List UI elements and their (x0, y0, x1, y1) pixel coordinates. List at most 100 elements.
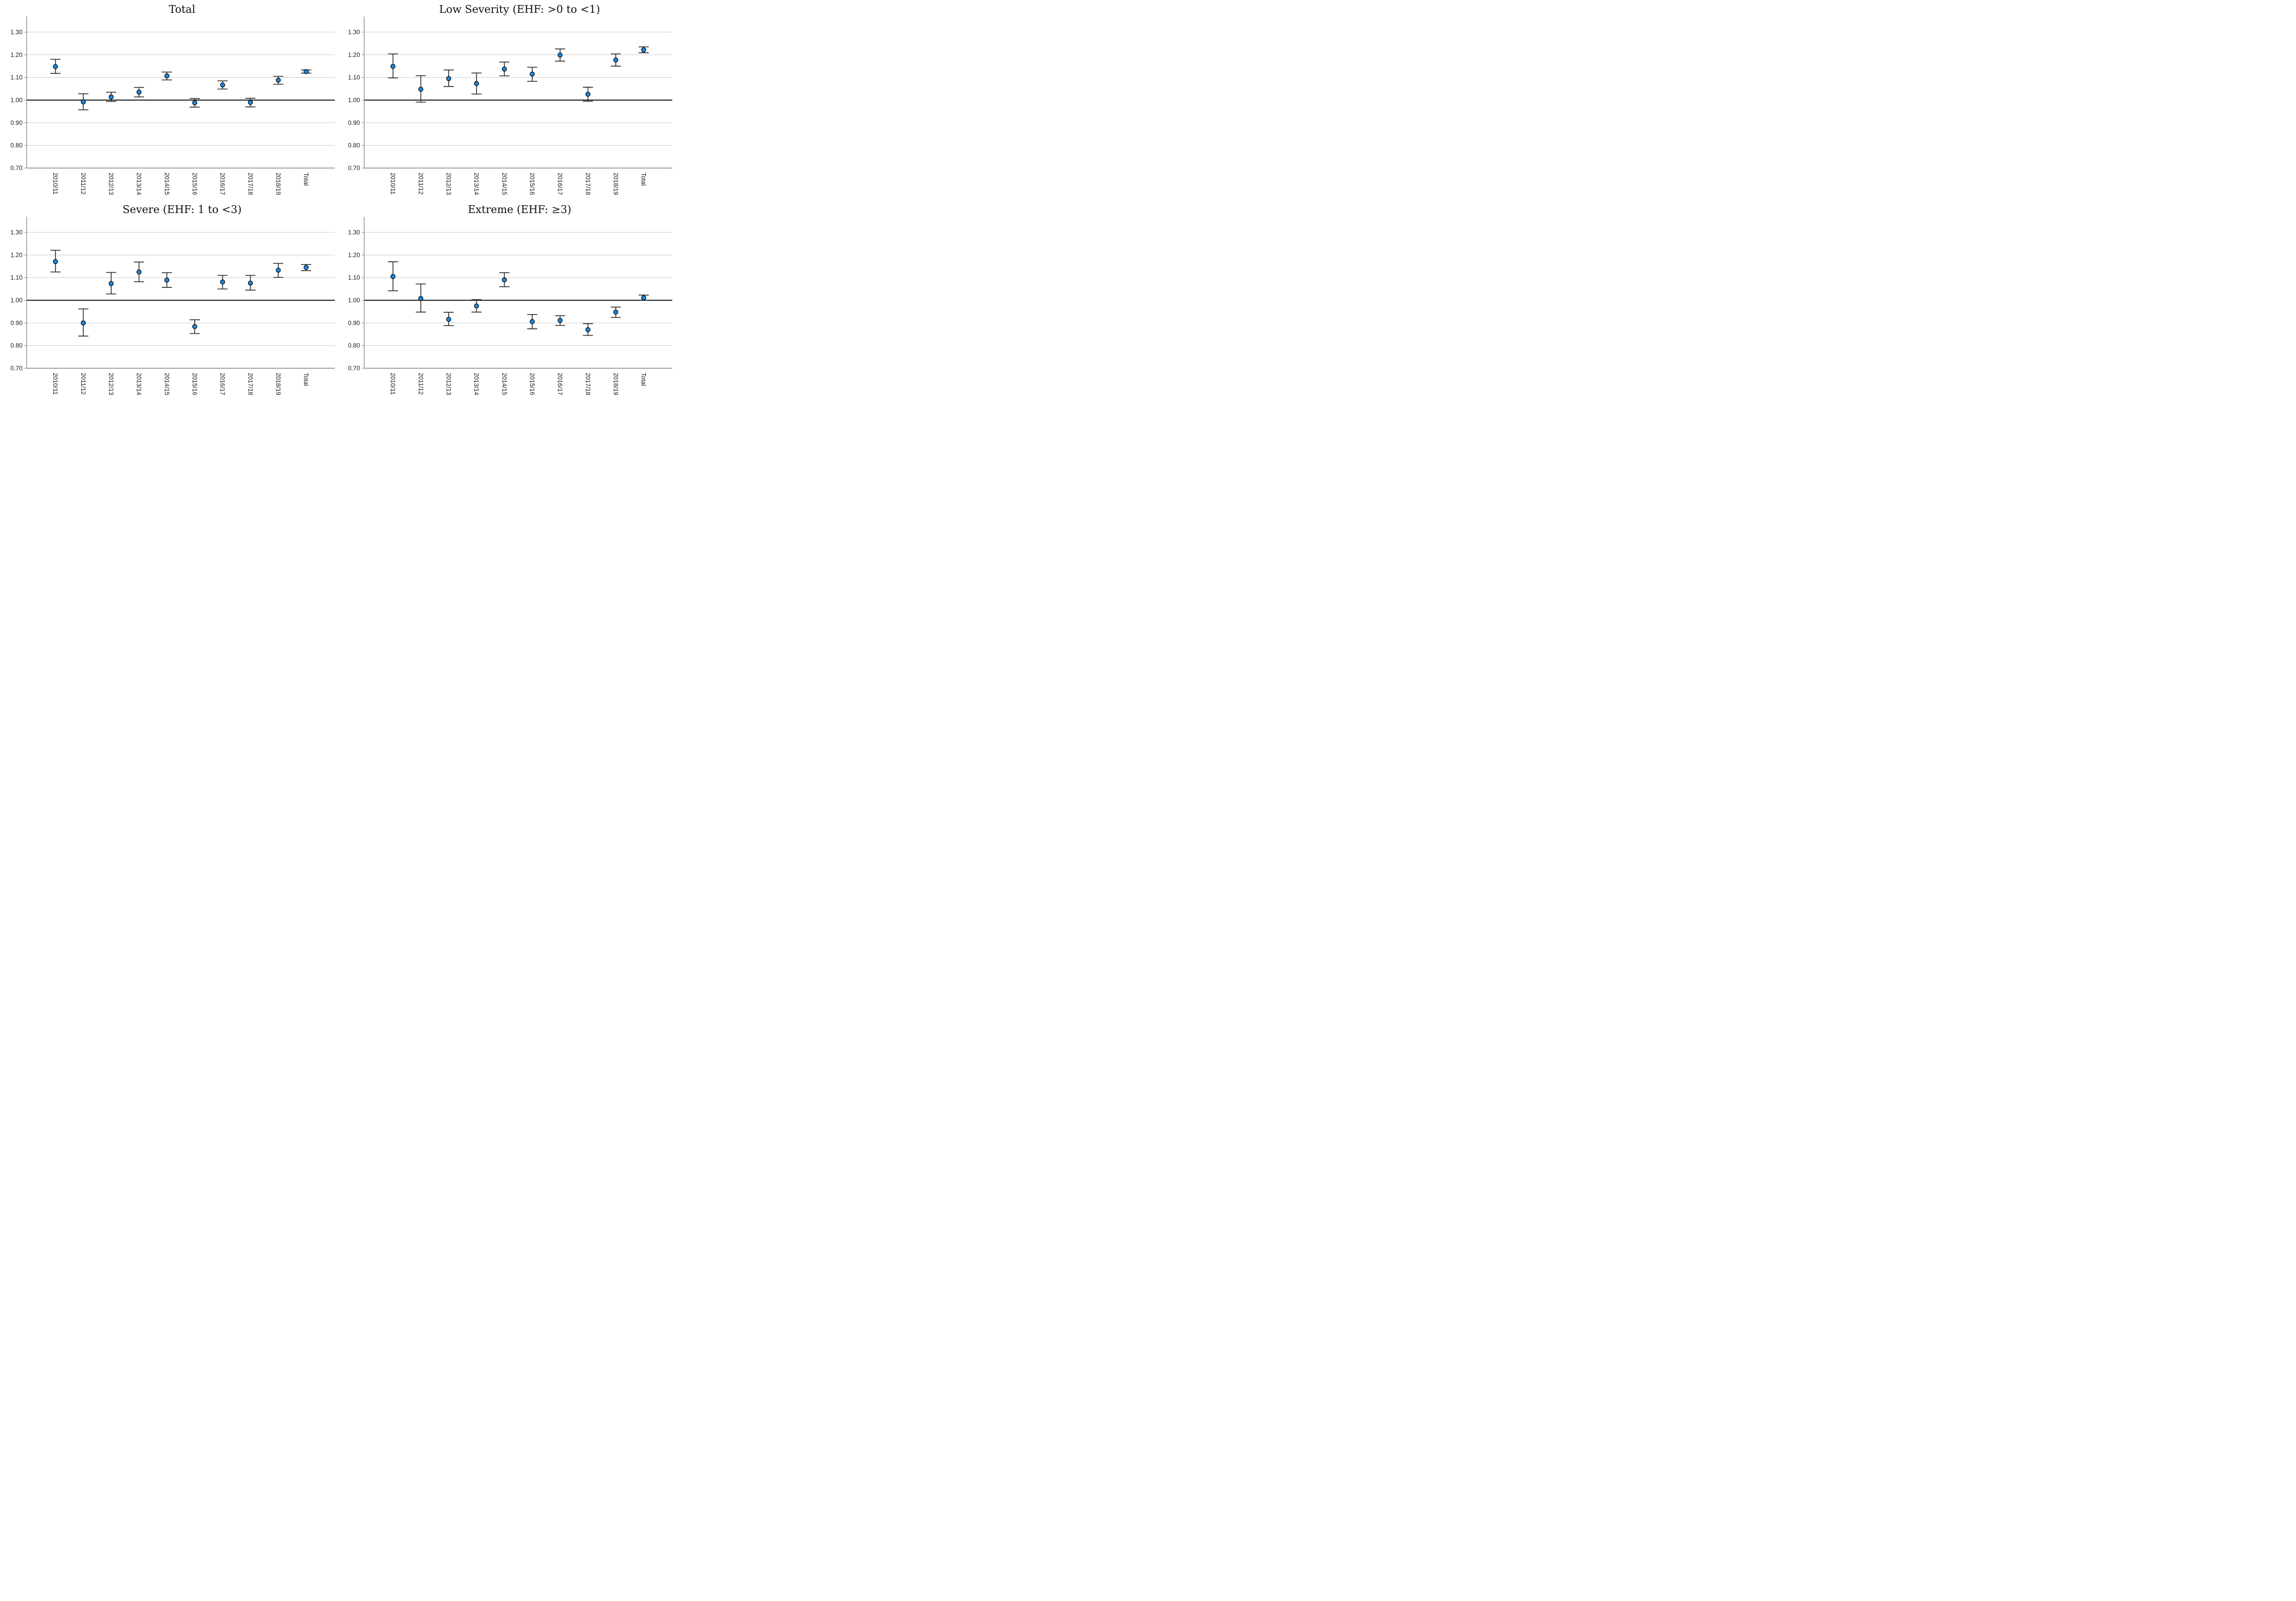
data-point-marker (164, 73, 169, 79)
x-category-label: 2012/13 (108, 373, 115, 395)
y-tick-label: 1.10 (11, 74, 23, 81)
panel-title-extreme: Extreme (EHF: ≥3) (467, 204, 572, 216)
y-tick-label: 0.70 (348, 165, 360, 172)
x-category-label: 2014/15 (501, 173, 508, 195)
y-tick-label: 1.00 (348, 97, 360, 104)
data-point-marker (418, 87, 423, 92)
x-category-label: 2010/11 (52, 373, 59, 395)
panel-title-total: Total (169, 4, 196, 16)
data-point-marker (53, 259, 58, 264)
data-point-marker (304, 69, 309, 74)
data-point-marker (220, 82, 225, 88)
data-point-marker (474, 81, 479, 86)
data-point-marker (192, 324, 197, 329)
x-category-label: 2015/16 (529, 173, 536, 195)
y-tick-label: 1.20 (11, 252, 23, 258)
y-tick-label: 0.80 (348, 342, 360, 349)
data-point-marker (502, 277, 507, 282)
data-point-marker (53, 64, 58, 69)
x-category-label: 2016/17 (557, 173, 563, 195)
x-category-label: 2012/13 (445, 173, 452, 195)
data-point-marker (446, 317, 451, 322)
y-tick-label: 1.10 (348, 274, 360, 281)
panel-total: Total 1.30 1.20 1.10 1.00 0.90 0.80 0.70 2010/1… (0, 0, 338, 200)
y-tick-label: 1.00 (348, 297, 360, 304)
y-tick-label: 1.30 (11, 229, 23, 236)
x-category-label: 2011/12 (80, 173, 87, 195)
panel-extreme: Extreme (EHF: ≥3) 1.30 1.20 1.10 1.00 0.90 0.… (338, 200, 675, 400)
y-tick-label: 1.20 (11, 51, 23, 58)
data-point-marker (136, 90, 142, 95)
y-tick-label: 0.70 (11, 365, 23, 372)
panel-title-low-severity: Low Severity (EHF: >0 to <1) (439, 4, 600, 16)
x-category-label: 2013/14 (135, 373, 142, 395)
panel-severe: Severe (EHF: 1 to <3) 1.30 1.20 1.10 1.00 0.… (0, 200, 338, 400)
data-point-marker (81, 99, 86, 105)
y-tick-label: 0.80 (11, 142, 23, 149)
x-category-label: Total (303, 373, 310, 386)
y-tick-label: 1.30 (11, 29, 23, 36)
x-category-label: 2010/11 (389, 373, 396, 395)
data-point-marker (192, 100, 197, 106)
x-category-label: 2015/16 (191, 373, 198, 395)
data-point-marker (276, 268, 281, 273)
data-point-marker (304, 265, 309, 270)
x-category-label: Total (640, 373, 647, 386)
x-category-label: 2011/12 (80, 373, 87, 395)
data-point-marker (81, 320, 86, 326)
x-category-label: 2018/19 (275, 173, 282, 195)
y-tick-label: 1.00 (11, 97, 23, 104)
y-tick-label: 0.70 (348, 365, 360, 372)
x-category-label: 2013/14 (135, 173, 142, 195)
x-category-label: 2014/15 (163, 373, 170, 395)
data-point-marker (613, 57, 619, 63)
x-category-label: 2014/15 (163, 173, 170, 195)
data-point-marker (276, 78, 281, 83)
data-point-marker (613, 309, 619, 315)
y-tick-label: 1.20 (348, 252, 360, 258)
y-tick-label: 0.90 (11, 119, 23, 126)
data-point-marker (248, 281, 253, 286)
panel-plot-extreme: 1.30 1.20 1.10 1.00 0.90 0.80 0.70 2010/11 2011/… (348, 217, 672, 395)
x-category-label: 2017/18 (247, 373, 254, 395)
x-category-label: 2015/16 (529, 373, 536, 395)
y-tick-label: 1.20 (348, 51, 360, 58)
panel-plot-low-severity: 1.30 1.20 1.10 1.00 0.90 0.80 0.70 2010/11 2011/… (348, 17, 672, 195)
data-point-marker (585, 91, 591, 97)
panel-plot-severe: 1.30 1.20 1.10 1.00 0.90 0.80 0.70 2010/11 2011/… (11, 217, 335, 395)
x-category-label: 2014/15 (501, 373, 508, 395)
y-tick-label: 0.90 (11, 320, 23, 326)
data-point-marker (108, 94, 114, 100)
y-tick-label: 1.10 (348, 74, 360, 81)
y-tick-label: 1.30 (348, 229, 360, 236)
data-point-marker (446, 76, 451, 81)
data-point-marker (529, 71, 535, 77)
data-point-marker (248, 100, 253, 105)
y-tick-label: 1.10 (11, 274, 23, 281)
data-point-marker (390, 274, 396, 279)
x-category-label: 2013/14 (473, 373, 480, 395)
data-point-marker (557, 52, 563, 58)
x-category-label: 2011/12 (417, 173, 424, 195)
data-point-marker (220, 279, 225, 285)
data-point-marker (641, 295, 647, 300)
x-category-label: 2018/19 (613, 373, 619, 395)
x-category-label: 2010/11 (389, 173, 396, 195)
data-point-marker (502, 67, 507, 72)
x-category-label: 2012/13 (445, 373, 452, 395)
panel-title-severe: Severe (EHF: 1 to <3) (122, 204, 242, 216)
x-category-label: Total (303, 173, 310, 186)
data-point-marker (474, 303, 479, 309)
data-point-marker (108, 281, 114, 286)
x-category-label: 2018/19 (275, 373, 282, 395)
x-category-label: 2016/17 (557, 373, 563, 395)
y-tick-label: 0.90 (348, 320, 360, 326)
figure-error-bar-grid: Total 1.30 1.20 1.10 1.00 0.90 0.80 0.70 2010/1… (0, 0, 675, 400)
y-tick-label: 0.80 (11, 342, 23, 349)
x-category-label: Total (640, 173, 647, 186)
x-category-label: 2017/18 (585, 173, 591, 195)
x-category-label: 2013/14 (473, 173, 480, 195)
y-tick-label: 0.70 (11, 165, 23, 172)
panel-plot-total: 1.30 1.20 1.10 1.00 0.90 0.80 0.70 2010/11 2011/… (11, 17, 335, 195)
data-point-marker (529, 319, 535, 324)
